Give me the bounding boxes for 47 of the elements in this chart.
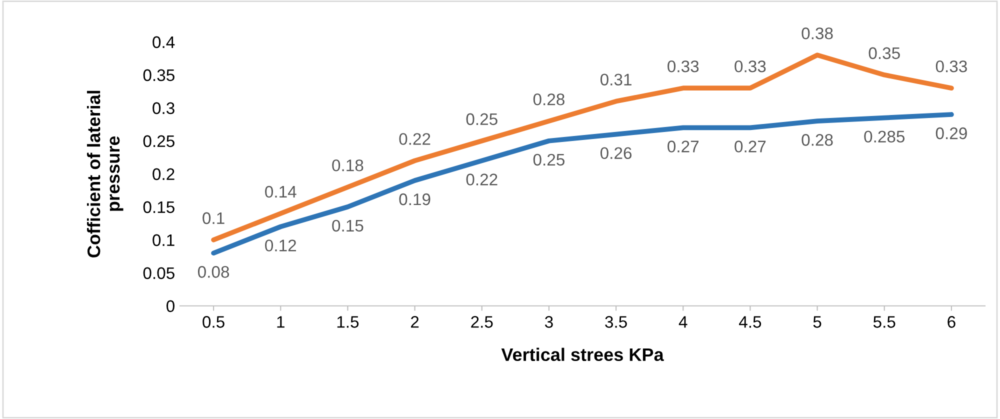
data-label: 0.27 xyxy=(734,140,766,152)
data-label: 0.25 xyxy=(533,154,564,166)
x-tick-label: 4 xyxy=(678,316,688,328)
x-tick-label: 5.5 xyxy=(873,316,896,328)
y-tick-label: 0 xyxy=(166,300,174,312)
x-tick-label: 1 xyxy=(277,316,284,328)
data-label: 0.22 xyxy=(466,174,498,186)
x-axis-title: Vertical strees KPa xyxy=(501,348,664,362)
data-label: 0.19 xyxy=(399,193,430,206)
y-tick-label: 0.1 xyxy=(152,234,174,246)
data-label: 0.35 xyxy=(868,47,900,60)
x-tick-label: 2.5 xyxy=(471,316,493,328)
data-label: 0.38 xyxy=(802,28,833,40)
data-label: 0.15 xyxy=(332,220,364,232)
y-tick-label: 0.3 xyxy=(152,102,174,114)
data-label: 0.33 xyxy=(936,60,967,72)
x-tick-label: 2 xyxy=(410,316,419,328)
data-label: 0.22 xyxy=(399,133,430,145)
data-label: 0.18 xyxy=(332,159,364,172)
x-tick-label: 4.5 xyxy=(739,316,762,328)
data-label: 0.26 xyxy=(600,147,632,160)
x-tick-label: 5 xyxy=(813,316,822,328)
data-label: 0.29 xyxy=(936,127,967,140)
data-label: 0.08 xyxy=(198,266,230,278)
data-label: 0.28 xyxy=(533,93,564,106)
x-tick-label: 1.5 xyxy=(337,316,359,328)
x-tick-label: 0.5 xyxy=(202,316,224,328)
data-label: 0.27 xyxy=(668,140,699,152)
y-tick-label: 0.35 xyxy=(143,69,174,82)
data-label: 0.14 xyxy=(265,186,296,198)
y-tick-label: 0.2 xyxy=(152,168,174,180)
data-label: 0.33 xyxy=(668,60,699,72)
data-label: 0.31 xyxy=(600,74,632,86)
y-tick-label: 0.4 xyxy=(152,36,175,48)
data-label: 0.25 xyxy=(466,113,498,126)
x-tick-label: 6 xyxy=(948,316,956,328)
y-axis-title: Cofficient of laterial pressure xyxy=(86,90,124,258)
data-label: 0.1 xyxy=(202,212,224,224)
x-tick-label: 3.5 xyxy=(605,316,627,328)
x-tick-label: 3 xyxy=(544,316,553,328)
data-label: 0.28 xyxy=(802,134,833,146)
data-label: 0.33 xyxy=(734,60,766,72)
y-tick-label: 0.25 xyxy=(143,135,174,148)
y-tick-label: 0.05 xyxy=(143,267,174,280)
data-label: 0.285 xyxy=(864,130,905,143)
data-label: 0.12 xyxy=(265,240,296,252)
y-tick-label: 0.15 xyxy=(143,201,174,214)
